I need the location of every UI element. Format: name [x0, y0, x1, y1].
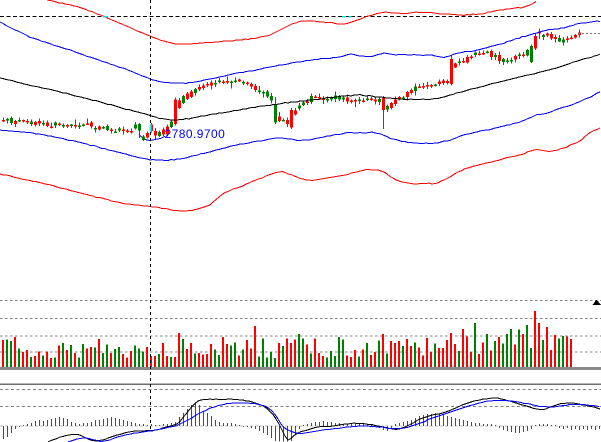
svg-text:2780.9700: 2780.9700 — [165, 127, 226, 141]
